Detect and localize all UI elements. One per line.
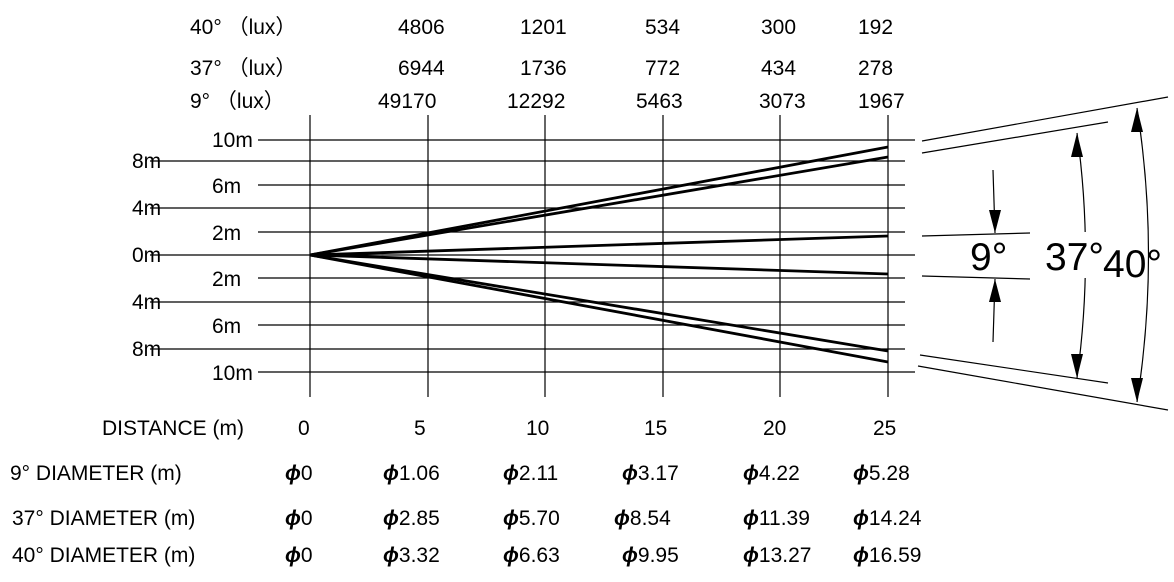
distance-tick-25: 25: [873, 417, 896, 440]
diameter-9-15: ϕ3.17: [622, 462, 679, 485]
distance-label: DISTANCE (m): [102, 417, 244, 440]
ext-line-9-lower: [921, 275, 1031, 280]
angle-annotation: 9° 37° 40°: [917, 96, 1169, 411]
inner-label-10m-bottom: 10m: [212, 362, 253, 385]
diameter-row-label-37: 37° DIAMETER (m): [12, 507, 195, 530]
left-label-4m-bottom: 4m: [132, 291, 161, 314]
diameter-9-20: ϕ4.22: [743, 462, 800, 485]
left-labels: 8m 4m 0m 4m 8m: [132, 150, 161, 361]
diameter-row-label-40: 40° DIAMETER (m): [12, 544, 195, 567]
lux-9-15m: 5463: [636, 90, 683, 113]
angle-label-9: 9°: [970, 236, 1007, 279]
arrow-40-bottom: [1131, 378, 1143, 402]
diameter-40-0: ϕ0: [285, 544, 313, 567]
inner-label-6m-top: 6m: [212, 175, 241, 198]
lux-row-label-40: 40° （lux）: [190, 16, 296, 39]
distance-tick-20: 20: [763, 417, 786, 440]
lux-37-5m: 6944: [398, 57, 445, 80]
left-label-4m-top: 4m: [132, 197, 161, 220]
ext-line-9-upper: [921, 232, 1031, 237]
diameter-table: 9° DIAMETER (m) 37° DIAMETER (m) 40° DIA…: [10, 462, 922, 567]
lux-row-label-9: 9° （lux）: [190, 90, 285, 113]
lux-table: 40° （lux） 37° （lux） 9° （lux） 4806 1201 5…: [190, 16, 905, 113]
grid: [150, 115, 915, 397]
beam-40-upper: [309, 145, 889, 257]
diameter-37-15: ϕ8.54: [614, 507, 671, 530]
dim-arc-40: [1136, 107, 1150, 403]
lux-9-25m: 1967: [858, 90, 905, 113]
distance-tick-0: 0: [298, 417, 310, 440]
inner-label-2m-top: 2m: [212, 222, 241, 245]
diameter-40-25: ϕ16.59: [853, 544, 921, 567]
beam-9-lower: [309, 253, 889, 276]
beam-40-lower: [309, 253, 889, 364]
beam-9-upper: [309, 234, 889, 257]
diameter-40-5: ϕ3.32: [383, 544, 440, 567]
diameter-37-20: ϕ11.39: [743, 507, 810, 530]
arrow-40-top: [1131, 108, 1143, 132]
lux-9-10m: 12292: [507, 90, 565, 113]
lux-row-label-37: 37° （lux）: [190, 57, 296, 80]
angle-label-37: 37°: [1045, 236, 1104, 279]
lux-40-25m: 192: [858, 16, 893, 39]
left-label-0m: 0m: [132, 244, 161, 267]
left-label-8m-bottom: 8m: [132, 338, 161, 361]
distance-tick-15: 15: [644, 417, 667, 440]
diameter-37-10: ϕ5.70: [503, 507, 560, 530]
ext-line-37-lower: [919, 354, 1109, 384]
inner-label-10m-top: 10m: [212, 129, 253, 152]
lux-37-20m: 434: [761, 57, 796, 80]
diameter-37-25: ϕ14.24: [853, 507, 922, 530]
lux-40-15m: 534: [645, 16, 680, 39]
lux-37-25m: 278: [858, 57, 893, 80]
diameter-40-20: ϕ13.27: [743, 544, 811, 567]
diameter-9-5: ϕ1.06: [383, 462, 440, 485]
beam-37-lower: [309, 253, 889, 353]
lux-40-20m: 300: [761, 16, 796, 39]
arrow-9-bottom: [989, 279, 1001, 302]
diameter-9-25: ϕ5.28: [853, 462, 910, 485]
ext-line-40-upper: [921, 96, 1169, 142]
ext-line-37-upper: [921, 121, 1109, 154]
distance-tick-5: 5: [414, 417, 426, 440]
inner-label-2m-bottom: 2m: [212, 268, 241, 291]
angle-label-40: 40°: [1103, 243, 1162, 286]
lux-9-5m: 49170: [378, 90, 436, 113]
diameter-40-10: ϕ6.63: [503, 544, 560, 567]
inner-labels: 10m 6m 2m 2m 6m 10m: [208, 127, 258, 385]
arrow-9-top: [989, 210, 1001, 233]
inner-label-6m-bottom: 6m: [212, 315, 241, 338]
beams: [309, 145, 889, 364]
ext-line-40-lower: [917, 365, 1169, 411]
distance-row: DISTANCE (m) 0 5 10 15 20 25: [102, 417, 896, 440]
beam-37-upper: [309, 155, 889, 257]
lux-37-15m: 772: [645, 57, 680, 80]
lux-9-20m: 3073: [759, 90, 806, 113]
diameter-37-5: ϕ2.85: [383, 507, 440, 530]
lux-37-10m: 1736: [520, 57, 567, 80]
lux-40-10m: 1201: [520, 16, 567, 39]
diameter-row-label-9: 9° DIAMETER (m): [10, 462, 182, 485]
diameter-9-10: ϕ2.11: [503, 462, 558, 485]
diameter-40-15: ϕ9.95: [622, 544, 679, 567]
diameter-37-0: ϕ0: [285, 507, 313, 530]
distance-tick-10: 10: [526, 417, 549, 440]
arrow-37-bottom: [1071, 354, 1083, 378]
diameter-9-0: ϕ0: [285, 462, 313, 485]
left-label-8m-top: 8m: [132, 150, 161, 173]
arrow-37-top: [1071, 133, 1083, 157]
lux-40-5m: 4806: [398, 16, 445, 39]
